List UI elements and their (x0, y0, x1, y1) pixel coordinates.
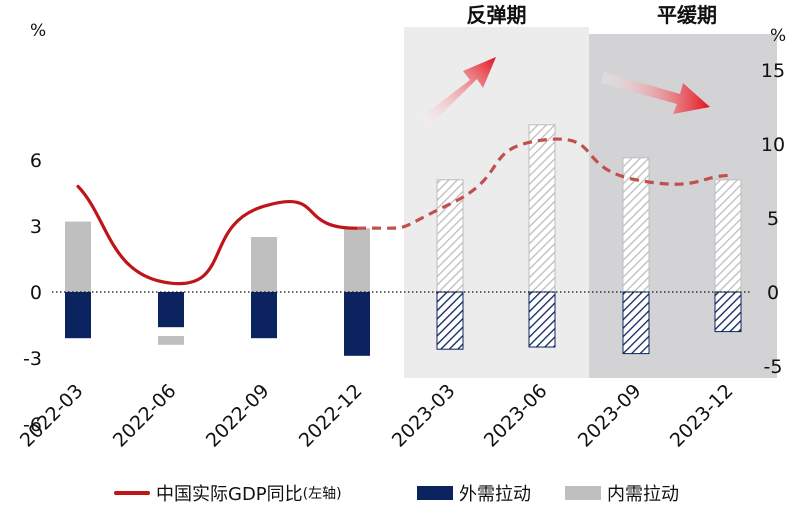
band-rebound (404, 27, 589, 378)
left-tick-label: -3 (23, 348, 42, 370)
right-tick-label: 5 (767, 208, 779, 230)
x-tick-label: 2023-09 (574, 380, 646, 452)
external-bar (528, 291, 556, 348)
domestic-bar (436, 179, 464, 293)
legend-label-domestic: 内需拉动 (607, 484, 679, 505)
external-bar (344, 292, 370, 356)
legend-item-gdp: 中国实际GDP同比 (左轴) (114, 478, 342, 508)
external-bar (622, 291, 650, 355)
external-bar (158, 292, 184, 328)
gdp-line-actual (76, 184, 359, 286)
domestic-bar (714, 179, 742, 293)
domestic-swatch (565, 486, 601, 500)
legend: 中国实际GDP同比 (左轴) 外需拉动 内需拉动 (0, 478, 800, 508)
legend-label-external: 外需拉动 (459, 484, 531, 505)
domestic-bar (158, 336, 184, 345)
legend-label-gdp-axis: (左轴) (302, 486, 342, 502)
right-tick-label: -5 (764, 356, 783, 378)
period-label-rebound: 反弹期 (467, 3, 527, 27)
gdp-line-swatch (114, 491, 150, 495)
right-tick-label: 10 (761, 134, 785, 156)
right-tick-label: 15 (761, 60, 785, 82)
external-bar (714, 291, 742, 333)
x-tick-label: 2022-12 (295, 380, 367, 452)
period-label-flat: 平缓期 (657, 3, 717, 27)
gdp-line-forecast (356, 137, 729, 230)
domestic-bar (251, 237, 277, 292)
x-tick-label: 2023-06 (480, 380, 552, 452)
right-tick-label: 0 (767, 282, 779, 304)
external-bar (65, 292, 91, 339)
external-bar (436, 291, 464, 350)
flattening-arrow-icon (601, 72, 710, 114)
left-tick-label: 6 (30, 150, 42, 172)
left-tick-label: 3 (30, 216, 42, 238)
domestic-bar (65, 221, 91, 292)
x-tick-label: 2023-12 (666, 380, 738, 452)
x-tick-label: 2023-03 (388, 380, 460, 452)
domestic-bar (622, 157, 650, 293)
left-tick-label: -6 (23, 414, 42, 436)
legend-item-domestic: 内需拉动 (565, 478, 679, 508)
x-tick-label: 2022-06 (109, 380, 181, 452)
domestic-bar (344, 228, 370, 292)
legend-item-external: 外需拉动 (417, 478, 531, 508)
left-tick-label: 0 (30, 282, 42, 304)
left-axis-unit: % (30, 21, 46, 41)
external-swatch (417, 486, 453, 500)
rebound-arrow-icon (421, 57, 496, 127)
x-tick-label: 2022-09 (202, 380, 274, 452)
right-axis-unit: % (770, 26, 786, 46)
legend-label-gdp: 中国实际GDP同比 (156, 484, 303, 505)
external-bar (251, 292, 277, 339)
domestic-bar (528, 124, 556, 293)
